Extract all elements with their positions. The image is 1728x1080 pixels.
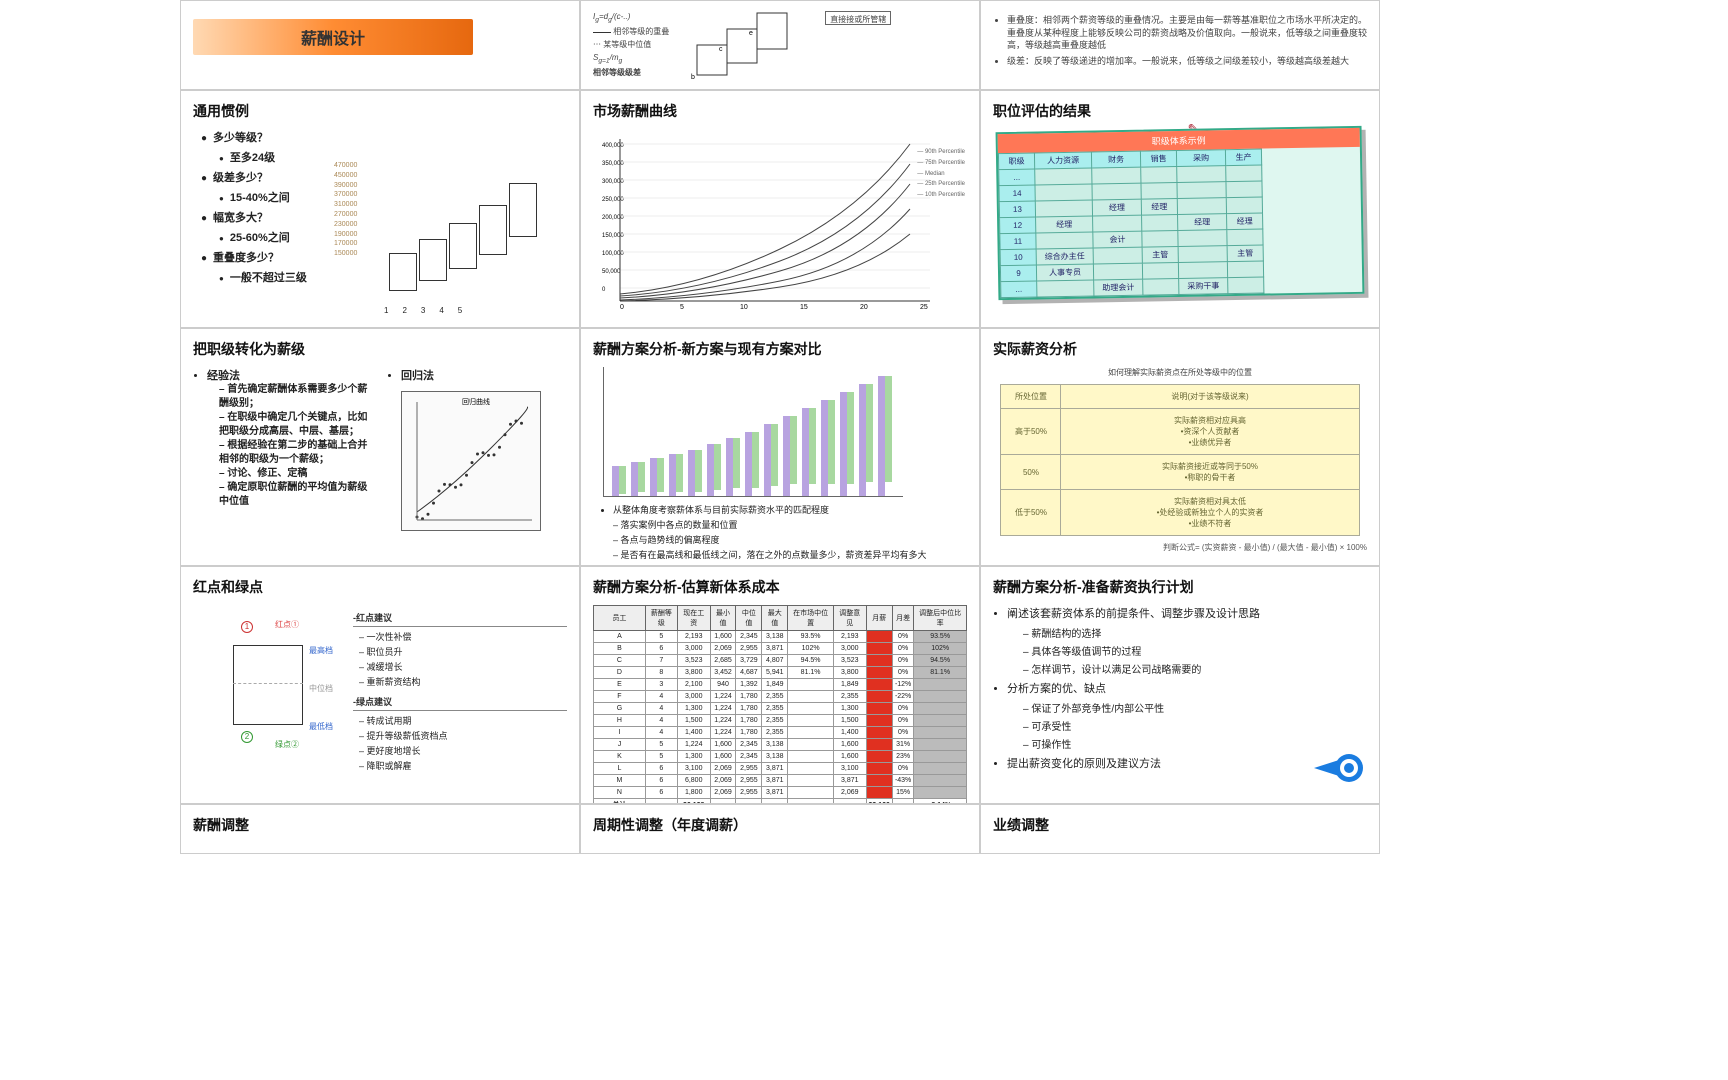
svg-text:0: 0 — [620, 304, 624, 309]
svg-text:5: 5 — [680, 304, 684, 309]
ratio-formula: 判断公式= (实资薪资 - 最小值) / (最大值 - 最小值) × 100% — [993, 542, 1367, 553]
red-green-diagram: 1 红点① 最高档 中位档 最低档 2 绿点② — [203, 625, 343, 745]
cell-actual-analysis: 实际薪资分析 如何理解实际薪资点在所处等级中的位置 所处位置说明(对于该等级说来… — [980, 328, 1380, 566]
cell-conventions: 通用惯例 多少等级？至多24级级差多少？15-40%之间幅宽多大？25-60%之… — [180, 90, 580, 328]
svg-text:25: 25 — [920, 304, 928, 309]
section-title: 通用惯例 — [193, 101, 567, 121]
cell-market-curve: 市场薪酬曲线 400,000350,000300,000250,000200,0… — [580, 90, 980, 328]
cell-cost-estimate: 薪酬方案分析-估算新体系成本 员工薪酬等级现在工资最小值中位值最大值在市场中位置… — [580, 566, 980, 804]
position-analysis-table: 所处位置说明(对于该等级说来)高于50%实际薪资相对应具高•资深个人贡献者•业绩… — [1000, 384, 1359, 536]
svg-text:20: 20 — [860, 304, 868, 309]
svg-text:回归曲线: 回归曲线 — [462, 397, 490, 406]
eval-result-table: 职级体系示例 职级人力资源财务销售采购生产...1413经理经理12经理经理经理… — [996, 126, 1365, 300]
cell-red-green: 红点和绿点 1 红点① 最高档 中位档 最低档 2 绿点② -红点建议 一次性补… — [180, 566, 580, 804]
regression-scatter: 回归曲线 — [401, 391, 541, 531]
step-chart: 4700004500003900003700003100002700002300… — [364, 161, 564, 301]
svg-text:e: e — [749, 30, 753, 37]
svg-text:10: 10 — [740, 304, 748, 309]
overlap-diagram-icon: b c e 薪级(按岗位价值) — [677, 11, 817, 81]
svg-text:15: 15 — [800, 304, 808, 309]
cell-plan-compare: 薪酬方案分析-新方案与现有方案对比 从整体角度考察薪体系与目前实际薪资水平的匹配… — [580, 328, 980, 566]
compare-bar-chart — [603, 367, 903, 497]
cell-adjust: 薪酬调整 — [180, 804, 580, 854]
curve-chart: 400,000350,000300,000250,000200,000150,0… — [593, 129, 967, 309]
cell-job-eval: 职位评估的结果 ✎ 职级体系示例 职级人力资源财务销售采购生产...1413经理… — [980, 90, 1380, 328]
header-legend-cell: Ig=dg/(c-..) 相邻等级的重叠 ⋯ 某等级中位值 Sg=1/mg 相邻… — [580, 0, 980, 90]
cell-periodic: 周期性调整（年度调薪） — [580, 804, 980, 854]
target-icon — [1314, 748, 1364, 788]
svg-text:50,000: 50,000 — [602, 269, 621, 275]
header-title-cell: 薪酬设计 — [180, 0, 580, 90]
cell-performance: 业绩调整 — [980, 804, 1380, 854]
cell-grade-to-pay: 把职级转化为薪级 经验法 – 首先确定薪酬体系需要多少个薪酬级别；– 在职级中确… — [180, 328, 580, 566]
header-desc-cell: 重叠度：相邻两个薪资等级的重叠情况。主要是由每一薪等基准职位之市场水平所决定的。… — [980, 0, 1380, 90]
svg-text:b: b — [691, 74, 695, 81]
main-title-banner: 薪酬设计 — [193, 19, 473, 55]
cell-exec-plan: 薪酬方案分析-准备薪资执行计划 阐述该套薪资体系的前提条件、调整步骤及设计思路 … — [980, 566, 1380, 804]
svg-text:0: 0 — [602, 287, 606, 293]
svg-text:c: c — [719, 46, 723, 53]
cost-estimate-table: 员工薪酬等级现在工资最小值中位值最大值在市场中位置调整意见月薪月差调整后中位比率… — [593, 605, 967, 804]
